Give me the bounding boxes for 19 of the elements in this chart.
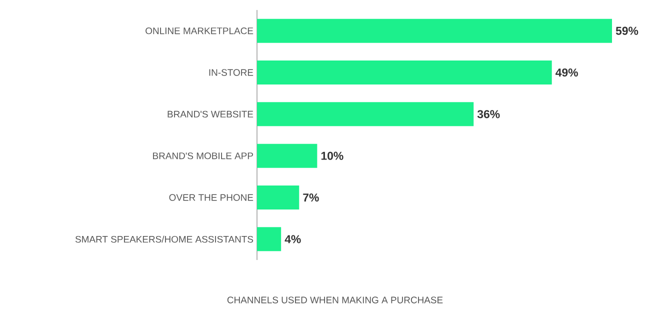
data-label: 10% (321, 152, 344, 160)
y-tick-label: ONLINE MARKETPLACE (146, 27, 254, 34)
y-tick-label: OVER THE PHONE (169, 194, 254, 201)
bar (257, 60, 552, 84)
data-label: 59% (616, 26, 638, 35)
data-label: 7% (303, 193, 319, 202)
x-axis-title: CHANNELS USED WHEN MAKING A PURCHASE (227, 296, 443, 304)
bar (257, 144, 318, 168)
bar (257, 102, 474, 126)
bar (257, 227, 282, 252)
y-tick-label: BRAND'S MOBILE APP (153, 152, 253, 160)
y-tick-label: BRAND'S WEBSITE (168, 110, 254, 118)
data-label: 4% (284, 235, 301, 244)
y-tick-label: SMART SPEAKERS/HOME ASSISTANTS (75, 236, 254, 243)
data-label: 49% (556, 68, 578, 77)
bar (257, 186, 300, 210)
bar (257, 18, 612, 43)
data-label: 36% (477, 110, 500, 118)
y-tick-label: IN-STORE (209, 69, 254, 76)
